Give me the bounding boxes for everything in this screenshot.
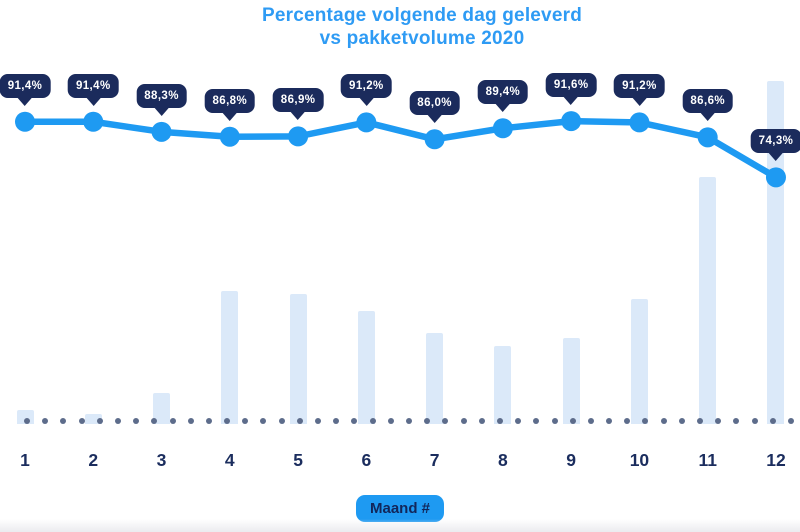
baseline-dot (460, 417, 467, 424)
x-tick-4: 4 (224, 450, 235, 470)
baseline-dot (205, 417, 212, 424)
baseline-dot (533, 417, 540, 424)
x-axis-label-badge: Maand # (355, 495, 445, 522)
volume-bar-6 (357, 311, 375, 424)
data-point-7 (424, 129, 445, 150)
baseline-dot (551, 417, 558, 424)
data-point-1 (15, 111, 35, 132)
chart-title: Percentage volgende dag geleverd vs pakk… (22, 4, 800, 50)
data-point-4 (219, 126, 240, 147)
baseline-dot (496, 417, 503, 424)
baseline-dot (587, 417, 594, 424)
baseline-dot (315, 417, 322, 424)
value-tooltip-9: 91,6% (545, 73, 597, 98)
chart-title-line1: Percentage volgende dag geleverd (261, 5, 582, 26)
baseline-dot (260, 417, 267, 424)
chart-title-line2: vs pakketvolume 2020 (319, 28, 525, 49)
value-tooltip-4: 86,8% (204, 88, 256, 113)
baseline-dot (78, 417, 85, 424)
x-tick-7: 7 (429, 450, 440, 470)
baseline-dot (569, 417, 576, 424)
baseline-dot (642, 417, 649, 424)
baseline-dot (351, 417, 358, 424)
baseline-dot (787, 417, 794, 424)
baseline-dot (42, 417, 49, 424)
baseline-dot (96, 417, 103, 424)
data-point-9 (561, 111, 582, 132)
x-tick-5: 5 (293, 450, 303, 470)
baseline-dot (606, 417, 613, 424)
baseline-dot (114, 417, 121, 424)
value-tooltip-6: 91,2% (341, 74, 392, 99)
baseline-dot (442, 417, 449, 424)
x-tick-3: 3 (156, 450, 167, 470)
x-tick-10: 10 (629, 450, 650, 470)
baseline-dot (169, 417, 176, 424)
baseline-dot (751, 417, 758, 424)
data-point-3 (151, 121, 172, 142)
x-tick-2: 2 (88, 450, 99, 470)
volume-bar-11 (699, 177, 717, 424)
bottom-fade (0, 519, 800, 532)
baseline-dot (133, 417, 140, 424)
volume-bar-7 (426, 333, 444, 424)
data-point-5 (288, 126, 309, 147)
value-tooltip-7: 86,0% (409, 91, 460, 116)
baseline-dot (697, 417, 704, 424)
volume-bar-5 (289, 294, 307, 424)
baseline-dot (60, 417, 67, 424)
value-tooltip-11: 86,6% (682, 89, 733, 114)
data-point-2 (83, 111, 104, 132)
data-point-6 (356, 112, 377, 133)
volume-bar-8 (494, 346, 512, 424)
data-point-8 (492, 118, 513, 139)
x-tick-11: 11 (698, 450, 717, 470)
x-tick-12: 12 (766, 450, 786, 470)
baseline-dot (278, 417, 285, 424)
data-point-10 (629, 112, 650, 133)
baseline-dot (187, 417, 194, 424)
x-tick-8: 8 (498, 450, 508, 470)
baseline-dot (405, 417, 412, 424)
baseline-dot (733, 417, 740, 424)
baseline-dot (715, 417, 722, 424)
value-tooltip-2: 91,4% (67, 73, 119, 98)
data-point-11 (697, 127, 718, 148)
baseline-dot (660, 417, 667, 424)
volume-bar-9 (562, 337, 580, 424)
baseline-dot (151, 417, 158, 424)
baseline-dot (369, 417, 376, 424)
baseline-dot (242, 417, 249, 424)
value-tooltip-5: 86,9% (272, 88, 324, 113)
volume-bar-10 (630, 299, 648, 424)
volume-bar-2 (84, 414, 102, 424)
volume-bar-3 (153, 393, 171, 424)
baseline-dot (515, 417, 522, 424)
x-tick-6: 6 (361, 450, 372, 470)
x-tick-1: 1 (20, 450, 30, 470)
baseline-dot (424, 417, 431, 424)
value-tooltip-1: 91,4% (0, 73, 51, 98)
baseline-dot (296, 417, 303, 424)
value-tooltip-8: 89,4% (477, 80, 529, 105)
baseline-dot (24, 417, 30, 424)
value-tooltip-3: 88,3% (136, 83, 187, 108)
percentage-line (21, 117, 780, 181)
volume-bar-4 (221, 290, 239, 424)
baseline-dot (478, 417, 485, 424)
baseline-dot (769, 417, 776, 424)
baseline-dot (224, 417, 231, 424)
baseline-dot (333, 417, 340, 424)
x-tick-9: 9 (566, 450, 577, 470)
value-tooltip-10: 91,2% (614, 74, 665, 99)
value-tooltip-12: 74,3% (750, 129, 800, 154)
baseline-dot (624, 417, 631, 424)
baseline-dot (387, 417, 394, 424)
baseline-dot (678, 417, 685, 424)
